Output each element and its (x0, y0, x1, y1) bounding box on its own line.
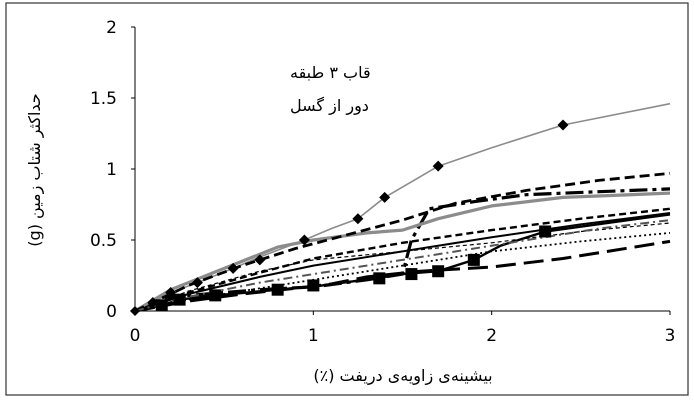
x-tick-label: 0 (130, 326, 141, 346)
diamond-marker (254, 254, 266, 266)
y-tick-label: 0.5 (90, 231, 117, 251)
diamond-marker (379, 191, 391, 203)
series-line-5 (134, 171, 671, 313)
diamond-marker (147, 296, 159, 308)
y-tick-label: 2 (106, 18, 117, 38)
annotation-frame: قاب ۳ طبقه (290, 63, 371, 82)
diamond-marker (227, 262, 239, 274)
y-tick-label: 1.5 (90, 89, 117, 109)
square-marker (173, 293, 186, 306)
y-tick-label: 1 (106, 160, 117, 180)
y-tick-label: 0 (106, 302, 117, 322)
series-line-7 (134, 212, 671, 312)
series-layer (130, 102, 671, 316)
diamond-marker (165, 287, 177, 299)
diamond-marker (557, 119, 569, 131)
series-line-1 (134, 102, 671, 312)
square-marker (373, 272, 386, 285)
series-line-4 (134, 191, 671, 313)
series-line-6 (134, 207, 671, 313)
axes-layer (131, 26, 671, 315)
annotation-distance: دور از گسل (290, 96, 369, 116)
x-axis-title: بیشینه‌ی زاویه‌ی دریفت (٪) (313, 366, 492, 386)
square-marker (405, 268, 418, 281)
square-marker (432, 265, 445, 278)
square-marker (271, 283, 284, 296)
diamond-marker (191, 277, 203, 289)
labels-layer: 0 0.5 1 1.5 2 0 1 2 3 بیشینه‌ی زاویه‌ی دریفت (٪) ح… (25, 18, 675, 386)
diamond-marker (352, 213, 364, 225)
y-axis-title: حداکثر شتاب زمین (g) (25, 93, 45, 246)
square-marker (209, 289, 222, 302)
diamond-marker (432, 160, 444, 172)
square-marker (467, 253, 480, 266)
chart-border (5, 2, 689, 396)
x-tick-label: 3 (665, 326, 676, 346)
x-tick-label: 2 (486, 326, 497, 346)
series-line-9 (134, 232, 671, 312)
diamond-marker (298, 234, 310, 246)
series-line-10 (134, 239, 671, 313)
square-marker (307, 279, 320, 292)
square-marker (539, 225, 552, 238)
x-tick-label: 1 (308, 326, 319, 346)
square-marker (155, 299, 168, 312)
